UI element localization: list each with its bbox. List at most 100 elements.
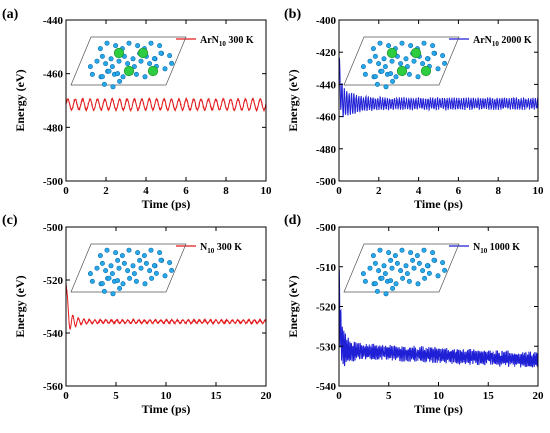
nitrogen-atom [440, 53, 446, 59]
nitrogen-atom [383, 291, 389, 297]
nitrogen-atom [153, 270, 159, 276]
nitrogen-atom [435, 66, 441, 72]
nitrogen-atom [416, 260, 422, 266]
nitrogen-atom [104, 40, 110, 46]
unit-cell-outline [343, 36, 460, 86]
legend-label: N10 1000 K [473, 242, 520, 255]
nitrogen-atom [393, 74, 399, 80]
nitrogen-atom [162, 273, 168, 279]
nitrogen-atom [403, 263, 409, 269]
nitrogen-atom [379, 68, 385, 74]
nitrogen-atom [162, 66, 168, 72]
argon-atom [386, 47, 398, 59]
nitrogen-atom [389, 58, 395, 64]
x-tick-label: 6 [183, 185, 189, 197]
y-tick-label: -480 [316, 144, 337, 156]
x-tick-label: 8 [223, 185, 229, 197]
nitrogen-atom [411, 265, 417, 271]
nitrogen-atom [125, 268, 131, 274]
nitrogen-atom [116, 58, 122, 64]
nitrogen-atom [135, 250, 141, 256]
nitrogen-atom [392, 253, 398, 259]
nitrogen-atom [127, 275, 133, 281]
nitrogen-atom [149, 275, 155, 281]
nitrogen-atom [143, 260, 149, 266]
panel-label: (c) [2, 213, 18, 228]
nitrogen-atom [406, 71, 412, 77]
y-tick-label: -500 [316, 176, 337, 188]
y-tick-label: -520 [43, 275, 64, 287]
y-tick-label: -420 [316, 47, 337, 59]
nitrogen-atom [109, 271, 115, 277]
nitrogen-atom [87, 271, 93, 277]
x-tick-label: 20 [261, 390, 273, 402]
nitrogen-atom [410, 257, 416, 263]
argon-nitride-structure-inset [70, 36, 187, 90]
legend-label: N10 300 K [200, 242, 242, 255]
nitrogen-atom [99, 281, 105, 287]
nitrogen-atom [431, 50, 437, 56]
x-axis-label: Time (ps) [414, 197, 463, 211]
nitrogen-atom [404, 271, 410, 277]
nitrogen-atom [130, 56, 136, 62]
y-tick-label: -400 [316, 15, 337, 27]
nitrogen-atom [367, 58, 373, 64]
y-axis-label: Energy (eV) [286, 275, 300, 337]
unit-cell-outline [70, 243, 187, 293]
x-tick-label: 4 [143, 185, 149, 197]
x-tick-label: 15 [211, 390, 223, 402]
panel-b: (b) 0 2 4 6 8 10 -500 -480 -460 -440 -420 -400 Time (… [284, 7, 544, 211]
nitrogen-atom [426, 270, 432, 276]
nitrogen-atom [89, 71, 95, 77]
nitrogen-atom [115, 71, 121, 77]
panel-label: (b) [284, 7, 301, 22]
plot-frame [65, 19, 267, 182]
y-tick-label: -560 [43, 381, 64, 393]
nitrogen-atom [113, 250, 119, 256]
nitrogen-atom [372, 74, 378, 80]
nitrogen-atom [411, 58, 417, 64]
argon-atom [123, 65, 135, 77]
nitrogen-atom [148, 40, 154, 46]
nitrogen-atom [393, 281, 399, 287]
nitrogen-atom [99, 74, 105, 80]
nitrogen-atom [158, 257, 164, 263]
nitrogen-atom [389, 265, 395, 271]
x-axis-label: Time (ps) [142, 402, 191, 416]
x-tick-label: 0 [336, 185, 342, 197]
nitrogen-atom [406, 278, 412, 284]
nitrogen-structure-inset [70, 243, 187, 297]
y-tick-label: -500 [43, 176, 64, 188]
nitrogen-atom [381, 263, 387, 269]
nitrogen-atom [141, 253, 147, 259]
x-tick-label: 2 [376, 185, 382, 197]
nitrogen-atom [386, 43, 392, 49]
nitrogen-atom [408, 250, 414, 256]
nitrogen-atom [383, 84, 389, 90]
x-tick-label: 10 [261, 185, 273, 197]
argon-atom [396, 65, 408, 77]
x-tick-label: 15 [483, 390, 495, 402]
nitrogen-atom [97, 46, 103, 52]
nitrogen-atom [430, 43, 436, 49]
x-tick-label: 10 [433, 390, 445, 402]
y-tick-label: -500 [316, 222, 337, 234]
nitrogen-atom [99, 260, 105, 266]
x-tick-label: 20 [533, 390, 545, 402]
nitrogen-atom [103, 268, 109, 274]
nitrogen-atom [142, 281, 148, 287]
y-tick-label: -440 [43, 15, 64, 27]
nitrogen-atom [109, 64, 115, 70]
y-tick-label: -530 [316, 341, 337, 353]
panel-d: (d) 0 5 10 15 20 -540 -530 -520 -510 -500 Time (ps)… [284, 213, 544, 416]
nitrogen-atom [110, 84, 116, 90]
nitrogen-atom [126, 40, 132, 46]
nitrogen-atom [415, 74, 421, 80]
plot-frame [338, 19, 539, 182]
nitrogen-atom [388, 278, 394, 284]
nitrogen-atom [422, 275, 428, 281]
nitrogen-atom [424, 56, 430, 62]
nitrogen-atom [372, 260, 378, 266]
unit-cell-outline [343, 243, 460, 293]
